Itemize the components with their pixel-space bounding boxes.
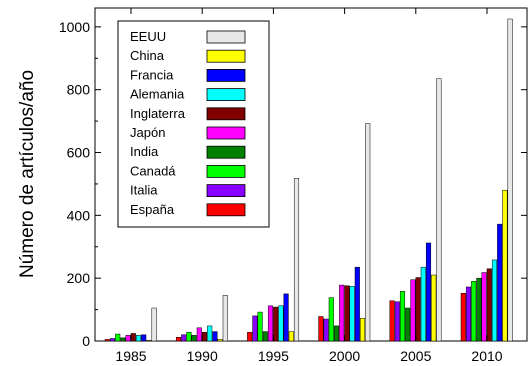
y-axis-label: Número de artículos/año <box>17 70 38 278</box>
bar-francia-2005 <box>425 242 432 342</box>
bar-canadá-1985 <box>115 333 121 342</box>
bar-italia-1990 <box>181 334 187 342</box>
bar-españa-2010 <box>460 293 466 342</box>
bar-alemania-2000 <box>349 286 355 342</box>
legend-swatch-españa <box>206 203 246 217</box>
legend-swatch-alemania <box>206 88 246 101</box>
legend-label: EEUU <box>130 29 166 44</box>
y-axis: 0 200 400 600 800 1000 <box>59 19 527 349</box>
bar-francia-1995 <box>283 293 289 342</box>
y-tick-label: 200 <box>67 270 91 286</box>
x-tick-label: 2010 <box>471 348 502 364</box>
bar-francia-2010 <box>497 223 503 342</box>
x-tick-label: 1985 <box>115 348 146 364</box>
bar-india-1990 <box>191 335 197 342</box>
bar-españa-1995 <box>247 331 253 342</box>
bar-eeuu-2010 <box>507 18 513 342</box>
bar-india-1995 <box>262 331 268 342</box>
bar-alemania-1985 <box>135 335 142 342</box>
legend-label: Inglaterra <box>130 106 186 121</box>
bar-japón-1985 <box>125 335 131 342</box>
bar-canadá-1990 <box>186 331 192 342</box>
x-tick-label: 1990 <box>187 348 218 364</box>
y-tick-label: 0 <box>82 333 90 349</box>
bar-china-2010 <box>502 189 508 342</box>
legend-swatch-italia <box>206 184 246 198</box>
x-axis: 1985 1990 1995 2000 2005 2010 <box>115 8 503 364</box>
bar-italia-1995 <box>252 315 258 342</box>
bar-españa-2000 <box>318 316 324 342</box>
bar-alemania-2010 <box>491 259 498 342</box>
bar-china-2000 <box>359 318 366 342</box>
y-tick-label: 600 <box>67 145 91 161</box>
legend-label: Japón <box>130 125 165 140</box>
legend-label: España <box>130 202 175 217</box>
bar-españa-2005 <box>389 300 395 342</box>
x-tick-label: 2000 <box>329 348 360 364</box>
bar-alemania-2005 <box>420 266 426 342</box>
bar-china-1990 <box>217 339 223 342</box>
bar-inglaterra-1985 <box>130 333 136 342</box>
legend-label: China <box>130 48 165 63</box>
bar-china-1995 <box>288 331 294 342</box>
bar-india-2010 <box>476 277 482 342</box>
bar-españa-1985 <box>104 339 110 342</box>
bar-canadá-1995 <box>257 311 263 342</box>
bar-japón-1995 <box>267 305 274 342</box>
legend-swatch-eeuu <box>206 30 246 44</box>
bar-japón-2005 <box>410 279 416 342</box>
bar-japón-2010 <box>481 272 487 342</box>
bar-eeuu-1995 <box>293 178 300 342</box>
bar-canadá-2010 <box>471 281 477 342</box>
bar-alemania-1995 <box>278 305 284 342</box>
legend-swatch-india <box>206 145 246 159</box>
bar-francia-2000 <box>354 266 360 342</box>
legend-label: Italia <box>130 183 158 198</box>
bar-china-2005 <box>431 274 437 342</box>
bar-eeuu-1990 <box>222 295 228 342</box>
bar-eeuu-2005 <box>436 78 442 342</box>
bar-japón-1990 <box>196 327 202 342</box>
bar-inglaterra-1995 <box>273 306 279 342</box>
legend-swatch-japón <box>206 126 246 140</box>
y-tick-label: 800 <box>67 82 91 98</box>
bar-inglaterra-2010 <box>486 268 492 342</box>
bar-canadá-2000 <box>328 297 334 342</box>
bar-italia-2010 <box>465 286 472 342</box>
legend-label: India <box>130 144 159 159</box>
bar-japón-2000 <box>339 284 345 342</box>
legend-label: Francia <box>130 67 174 82</box>
legend-swatch-inglaterra <box>206 107 246 121</box>
y-tick-label: 400 <box>67 207 91 223</box>
bar-italia-1985 <box>109 338 116 342</box>
bar-francia-1985 <box>141 334 147 342</box>
bar-india-1985 <box>120 337 126 342</box>
bar-españa-1990 <box>175 336 182 342</box>
legend: EEUU China Francia Alemania Inglaterra Japón I… <box>117 20 270 228</box>
bar-india-2000 <box>333 325 340 342</box>
bars-layer <box>104 18 513 342</box>
bar-francia-1990 <box>212 331 218 342</box>
legend-label: Alemania <box>130 87 185 102</box>
x-tick-label: 2005 <box>400 348 431 364</box>
bar-italia-2000 <box>323 318 329 342</box>
legend-swatch-francia <box>206 69 246 82</box>
bar-inglaterra-2000 <box>344 285 350 342</box>
legend-swatch-china <box>206 49 246 63</box>
x-tick-label: 1995 <box>258 348 289 364</box>
y-tick-label: 1000 <box>59 19 90 35</box>
bar-china-1985 <box>146 340 152 342</box>
legend-label: Canadá <box>130 163 176 178</box>
bar-canadá-2005 <box>399 291 406 342</box>
bar-eeuu-1985 <box>151 307 157 342</box>
bar-inglaterra-1990 <box>201 331 208 342</box>
bar-alemania-1990 <box>207 325 213 342</box>
bar-inglaterra-2005 <box>415 277 421 342</box>
bar-italia-2005 <box>394 301 400 342</box>
bar-eeuu-2000 <box>365 123 371 342</box>
bar-india-2005 <box>405 307 411 342</box>
legend-swatch-canadá <box>206 164 246 178</box>
